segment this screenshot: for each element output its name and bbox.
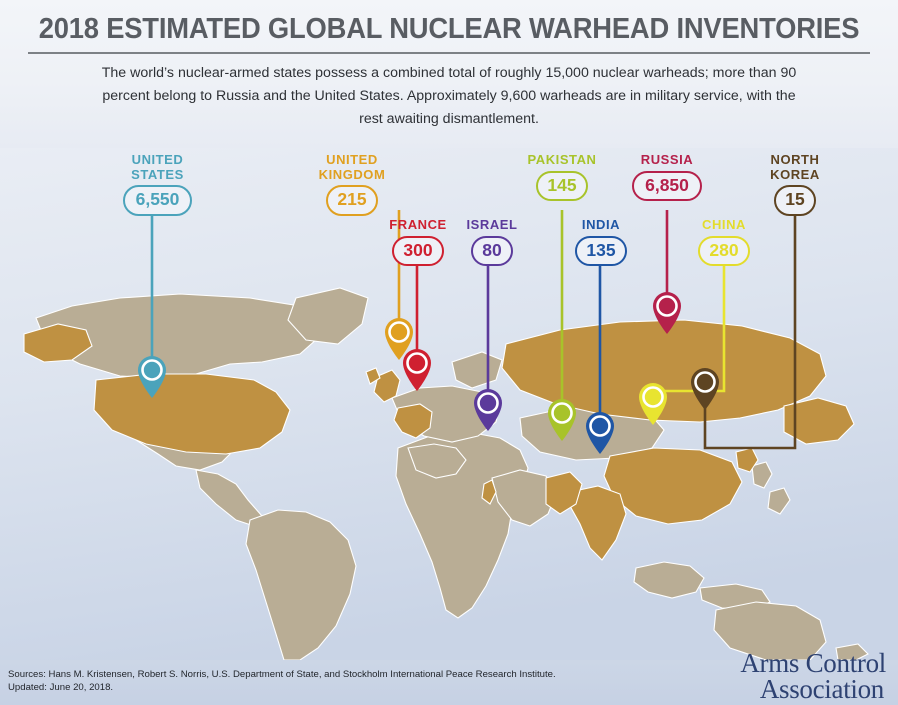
callout-label-russia: RUSSIA: [640, 152, 694, 167]
map-pins: [138, 292, 719, 454]
callout-value-france: 300: [392, 235, 444, 266]
callout-pakistan[interactable]: PAKISTAN 145: [518, 152, 606, 201]
callout-label-pakistan: PAKISTAN: [527, 152, 597, 167]
callout-label-israel: ISRAEL: [466, 217, 518, 232]
map-pin-north-korea[interactable]: [691, 368, 719, 410]
title-divider: [28, 52, 870, 54]
map-pin-pakistan[interactable]: [548, 399, 576, 441]
arms-control-association-logo: Arms Control Association: [740, 650, 886, 703]
world-map: [0, 148, 898, 660]
map-pin-israel[interactable]: [474, 389, 502, 431]
callout-label-china: CHINA: [702, 217, 746, 232]
callout-north-korea[interactable]: NORTH KOREA 15: [752, 152, 838, 216]
callout-label-united-states: UNITED STATES: [131, 152, 184, 182]
callout-value-israel: 80: [471, 235, 513, 266]
callout-value-india: 135: [575, 235, 627, 266]
callout-label-france: FRANCE: [389, 217, 447, 232]
callout-united-kingdom[interactable]: UNITED KINGDOM 215: [300, 152, 404, 216]
world-map-svg: [0, 148, 898, 660]
callout-united-states[interactable]: UNITED STATES 6,550: [110, 152, 205, 216]
leader-line-north-korea: [703, 210, 797, 450]
callout-value-russia: 6,850: [632, 170, 702, 201]
subtitle-text: The world’s nuclear-armed states possess…: [101, 65, 797, 127]
callout-label-united-kingdom: UNITED KINGDOM: [318, 152, 386, 182]
callout-china[interactable]: CHINA 280: [686, 217, 762, 266]
callout-russia[interactable]: RUSSIA 6,850: [623, 152, 711, 201]
map-pin-france[interactable]: [403, 349, 431, 391]
callout-label-north-korea: NORTH KOREA: [770, 152, 820, 182]
header: 2018 ESTIMATED GLOBAL NUCLEAR WARHEAD IN…: [0, 0, 898, 148]
map-pin-united-states[interactable]: [138, 356, 166, 398]
callout-value-united-kingdom: 215: [326, 185, 378, 216]
landmasses-nuclear: [23, 319, 855, 561]
logo-line-1: Arms Control: [740, 648, 886, 678]
callout-value-united-states: 6,550: [122, 185, 193, 216]
map-pin-russia[interactable]: [653, 292, 681, 334]
callout-label-india: INDIA: [581, 217, 621, 232]
map-pin-india[interactable]: [586, 412, 614, 454]
map-pin-united-kingdom[interactable]: [385, 318, 413, 360]
sources-block: Sources: Hans M. Kristensen, Robert S. N…: [8, 668, 556, 694]
callout-france[interactable]: FRANCE 300: [378, 217, 458, 266]
sources-text: Sources: Hans M. Kristensen, Robert S. N…: [8, 669, 556, 680]
callout-israel[interactable]: ISRAEL 80: [461, 217, 523, 266]
callout-value-china: 280: [698, 235, 750, 266]
logo-line-2: Association: [759, 674, 884, 704]
updated-text: Updated: June 20, 2018.: [8, 682, 114, 693]
callout-value-pakistan: 145: [536, 170, 588, 201]
footer: Sources: Hans M. Kristensen, Robert S. N…: [0, 650, 898, 705]
callout-value-north-korea: 15: [774, 185, 816, 216]
page-title: 2018 ESTIMATED GLOBAL NUCLEAR WARHEAD IN…: [38, 13, 860, 45]
callout-india[interactable]: INDIA 135: [568, 217, 634, 266]
map-pin-china[interactable]: [639, 383, 667, 425]
